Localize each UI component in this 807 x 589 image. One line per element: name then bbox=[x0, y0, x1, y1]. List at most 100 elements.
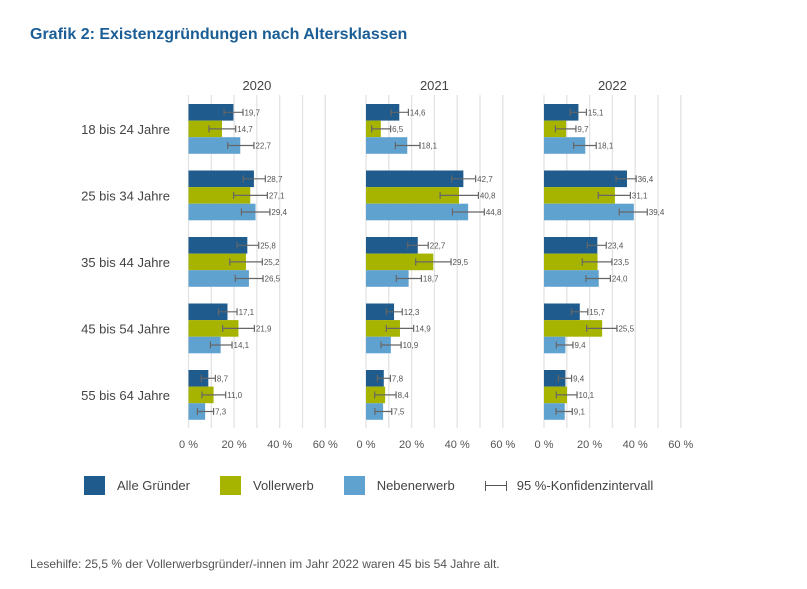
data-label: 29,5 bbox=[453, 258, 469, 267]
bar bbox=[544, 370, 566, 387]
legend-label: Alle Gründer bbox=[117, 478, 190, 493]
data-label: 18,7 bbox=[423, 275, 439, 284]
legend-label: Vollerwerb bbox=[252, 478, 314, 493]
confidence-interval-icon bbox=[484, 480, 507, 491]
category-label: 45 bis 54 Jahre bbox=[81, 322, 170, 337]
data-label: 7,3 bbox=[215, 408, 227, 417]
data-label: 14,9 bbox=[415, 324, 431, 333]
data-label: 23,4 bbox=[608, 241, 624, 250]
legend-swatch bbox=[343, 476, 365, 495]
data-label: 24,0 bbox=[612, 275, 628, 284]
data-label: 25,2 bbox=[264, 258, 280, 267]
bar bbox=[366, 187, 460, 204]
bar bbox=[366, 303, 395, 321]
data-label: 14,6 bbox=[410, 108, 426, 117]
x-tick-label: 0 % bbox=[179, 439, 198, 451]
data-label: 12,3 bbox=[404, 308, 420, 317]
data-label: 25,5 bbox=[618, 324, 634, 333]
data-label: 15,1 bbox=[588, 108, 604, 117]
x-tick-label: 20 % bbox=[399, 439, 424, 451]
category-label: 35 bis 44 Jahre bbox=[81, 255, 170, 270]
data-label: 26,5 bbox=[265, 275, 281, 284]
data-label: 25,8 bbox=[260, 241, 276, 250]
x-tick-label: 20 % bbox=[222, 439, 247, 451]
x-tick-label: 0 % bbox=[535, 439, 554, 451]
bar bbox=[188, 237, 248, 254]
bar bbox=[366, 104, 400, 121]
data-label: 8,7 bbox=[217, 374, 229, 383]
bar bbox=[188, 386, 214, 404]
data-label: 7,5 bbox=[393, 408, 405, 417]
panel-year-label: 2022 bbox=[598, 78, 627, 93]
data-label: 19,7 bbox=[244, 108, 260, 117]
bar bbox=[366, 253, 434, 271]
legend-label: Nebenerwerb bbox=[376, 478, 455, 493]
bar bbox=[188, 120, 223, 138]
bar bbox=[544, 170, 627, 188]
data-label: 11,0 bbox=[227, 391, 243, 400]
panel-year-label: 2020 bbox=[242, 78, 271, 93]
data-label: 44,8 bbox=[486, 208, 502, 217]
data-label: 9,1 bbox=[574, 408, 586, 417]
x-tick-label: 60 % bbox=[668, 439, 693, 451]
bar bbox=[188, 187, 251, 204]
data-label: 22,7 bbox=[255, 142, 271, 151]
legend: Alle Gründer Vollerwerb Nebenerwerb 95 %… bbox=[84, 476, 683, 495]
category-label: 18 bis 24 Jahre bbox=[81, 122, 170, 137]
x-tick-label: 60 % bbox=[313, 439, 338, 451]
data-label: 22,7 bbox=[430, 241, 446, 250]
bar bbox=[544, 336, 566, 354]
data-label: 21,9 bbox=[256, 324, 272, 333]
bar bbox=[366, 237, 418, 254]
bar bbox=[188, 270, 249, 287]
data-label: 8,4 bbox=[398, 391, 410, 400]
data-label: 9,4 bbox=[573, 374, 585, 383]
bar bbox=[544, 303, 580, 321]
bar bbox=[188, 370, 209, 387]
x-tick-label: 40 % bbox=[623, 439, 648, 451]
data-label: 27,1 bbox=[269, 191, 285, 200]
category-label: 55 bis 64 Jahre bbox=[81, 388, 170, 403]
bar bbox=[544, 386, 568, 404]
data-label: 18,1 bbox=[422, 142, 438, 151]
legend-label: 95 %-Konfidenzintervall bbox=[516, 478, 654, 493]
bar bbox=[544, 270, 599, 287]
bar bbox=[188, 253, 246, 271]
data-label: 28,7 bbox=[267, 175, 283, 184]
x-tick-label: 40 % bbox=[267, 439, 292, 451]
x-tick-label: 20 % bbox=[577, 439, 602, 451]
bar bbox=[544, 253, 598, 271]
data-label: 7,8 bbox=[392, 374, 404, 383]
legend-swatch bbox=[84, 476, 105, 495]
data-label: 14,7 bbox=[237, 125, 253, 134]
data-label: 10,1 bbox=[579, 391, 595, 400]
legend-swatch bbox=[219, 476, 241, 495]
legend-item-vollerwerb: Vollerwerb bbox=[219, 476, 314, 495]
bar bbox=[188, 336, 221, 354]
bar bbox=[366, 203, 469, 221]
footnote: Lesehilfe: 25,5 % der Vollerwerbsgründer… bbox=[30, 557, 500, 571]
legend-item-ci: 95 %-Konfidenzintervall bbox=[484, 478, 654, 493]
chart: 18 bis 24 Jahre 25 bis 34 Jahre 35 bis 44 … bbox=[81, 78, 693, 451]
data-label: 29,4 bbox=[271, 208, 287, 217]
data-label: 42,7 bbox=[477, 175, 493, 184]
bar bbox=[544, 137, 586, 154]
bar bbox=[188, 170, 254, 188]
bar bbox=[188, 203, 256, 221]
legend-item-alle: Alle Gründer bbox=[84, 476, 190, 495]
bar bbox=[188, 137, 241, 154]
x-tick-label: 0 % bbox=[357, 439, 376, 451]
bar bbox=[544, 104, 579, 121]
data-label: 40,8 bbox=[480, 191, 496, 200]
data-label: 39,4 bbox=[649, 208, 665, 217]
data-label: 18,1 bbox=[598, 142, 614, 151]
data-label: 23,5 bbox=[613, 258, 629, 267]
legend-item-nebenerwerb: Nebenerwerb bbox=[343, 476, 455, 495]
data-label: 9,4 bbox=[574, 341, 586, 350]
bar bbox=[188, 104, 234, 121]
data-label: 17,1 bbox=[239, 308, 255, 317]
bar bbox=[544, 203, 634, 221]
panel-year-label: 2021 bbox=[420, 78, 449, 93]
bar bbox=[544, 403, 565, 420]
bar bbox=[188, 320, 239, 337]
